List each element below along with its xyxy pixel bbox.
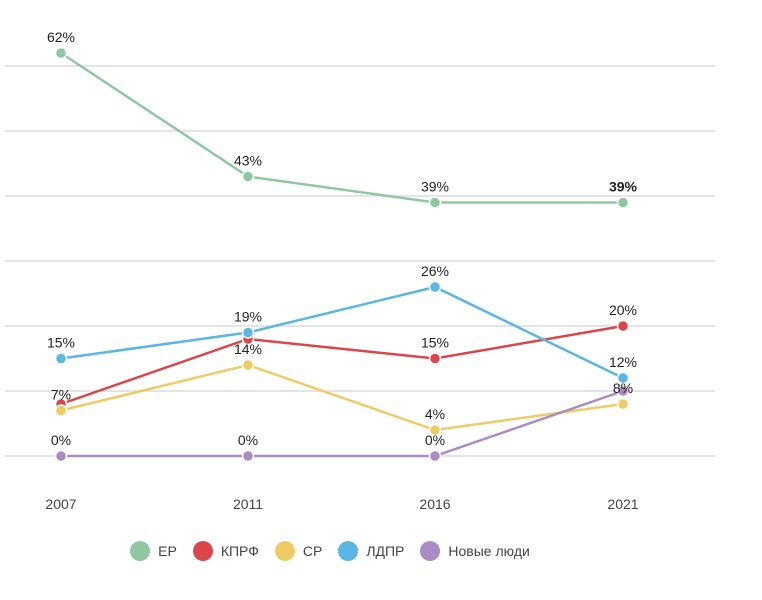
series-1-line — [60, 324, 624, 406]
legend-item: ЛДПР — [338, 541, 404, 561]
series-4-point — [241, 449, 255, 463]
data-label: 39% — [421, 179, 449, 195]
legend-label: СР — [302, 543, 323, 559]
data-label: 39% — [609, 179, 638, 195]
data-label: 8% — [613, 380, 633, 396]
legend-item: ЕР — [130, 541, 177, 561]
series-lines — [60, 51, 624, 458]
series-4-point — [54, 449, 68, 463]
data-label: 0% — [238, 432, 258, 448]
series-2-point — [241, 358, 255, 372]
data-label: 12% — [609, 354, 637, 370]
legend-swatch — [274, 541, 295, 561]
series-0-line — [60, 51, 623, 204]
series-4-point — [428, 449, 442, 463]
data-label: 19% — [234, 309, 262, 325]
series-0-point — [428, 196, 442, 209]
gridlines — [5, 65, 715, 457]
legend-label: Новые люди — [448, 543, 530, 559]
legend-label: ЛДПР — [366, 543, 405, 559]
data-label: 62% — [47, 29, 75, 45]
data-label: 15% — [421, 335, 449, 351]
legend-label: ЕР — [158, 543, 177, 559]
legend-label: КПРФ — [220, 543, 259, 559]
legend-swatch — [420, 541, 441, 561]
legend: ЕР КПРФ СР ЛДПР Новые люди — [0, 541, 660, 561]
x-tick-label: 2011 — [233, 496, 263, 512]
legend-item: КПРФ — [192, 541, 259, 561]
data-label: 4% — [425, 406, 445, 422]
series-3-point — [241, 326, 255, 339]
series-2-line — [60, 363, 624, 432]
series-4-line — [61, 389, 624, 458]
series-3-point — [616, 371, 630, 385]
legend-item: СР — [274, 541, 323, 561]
series-1-point — [616, 319, 630, 333]
data-label: 14% — [234, 341, 262, 357]
data-label: 43% — [234, 153, 262, 169]
series-3-line — [60, 285, 624, 380]
series-1-point — [428, 352, 442, 365]
data-label: 7% — [51, 387, 71, 403]
x-tick-label: 2016 — [419, 496, 450, 512]
series-3-point — [428, 280, 442, 294]
series-0-point — [616, 196, 630, 209]
x-tick-label: 2021 — [607, 496, 638, 512]
series-points — [54, 46, 630, 463]
data-label: 26% — [421, 263, 449, 279]
series-0-point — [54, 46, 68, 60]
legend-swatch — [192, 541, 213, 561]
series-2-point — [54, 404, 68, 417]
series-4-point — [616, 384, 630, 398]
data-label: 20% — [609, 302, 637, 318]
data-labels: 62% 43% 39% 39% 15% 20% 7% 14% 4% 8% 15% 19% 26% 12% 0… — [47, 29, 638, 448]
legend-swatch — [338, 541, 359, 561]
series-3-point — [54, 352, 68, 365]
x-tick-label: 2007 — [45, 496, 76, 512]
series-2-point — [616, 397, 630, 411]
legend-swatch — [130, 541, 151, 561]
series-2-point — [428, 423, 442, 437]
data-label: 15% — [47, 335, 75, 351]
legend-item: Новые люди — [420, 541, 530, 561]
series-0-point — [241, 170, 255, 183]
x-axis-ticks: 2007 2011 2016 2021 — [45, 496, 638, 512]
data-label: 0% — [51, 432, 71, 448]
data-label: 0% — [425, 432, 445, 448]
